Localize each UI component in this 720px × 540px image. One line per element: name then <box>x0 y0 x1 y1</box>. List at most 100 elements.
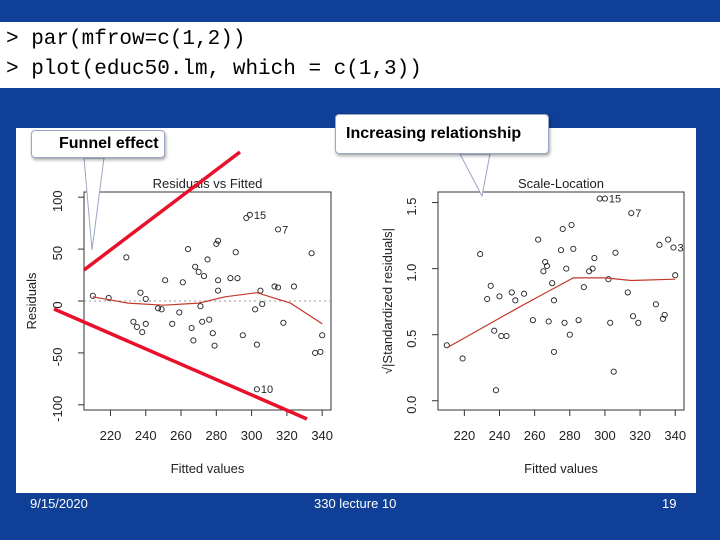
panel-1-data-point <box>130 318 137 325</box>
panel-1-data-point <box>185 246 192 253</box>
panel-2-data-point <box>561 319 568 326</box>
panel-2-data-point <box>563 265 570 272</box>
panel-1-data-point <box>204 256 211 263</box>
panel-2-data-point <box>484 295 491 303</box>
panel-1-data-point <box>243 214 250 222</box>
panel-2-labeled-point <box>670 244 677 251</box>
panel-1-data-point <box>209 330 216 337</box>
r-plot-figure <box>16 128 696 493</box>
panel-1-labeled-point <box>275 226 282 233</box>
panel-2-xtick-label: 300 <box>594 428 616 443</box>
panel-1-data-point <box>190 337 197 344</box>
panel-1-data-point <box>239 332 246 339</box>
panel-2-ytick-label: 1.5 <box>404 198 419 216</box>
panel-2-point-label: 7 <box>635 208 641 220</box>
panel-2-data-point <box>659 315 666 322</box>
panel-1-data-point <box>206 316 213 323</box>
panel-1-labeled-point <box>246 211 253 218</box>
panel-2-xtick-label: 220 <box>454 428 476 443</box>
panel-2-data-point <box>652 301 659 308</box>
callout-increasing-tail <box>459 153 491 198</box>
panel-1-data-point <box>280 319 287 326</box>
panel-1-xtick-label: 240 <box>135 428 157 443</box>
panel-1-data-point <box>211 342 218 349</box>
panel-1-xlabel: Fitted values <box>171 461 245 476</box>
panel-1-xtick-label: 220 <box>100 428 122 443</box>
panel-2-xtick-label: 280 <box>559 428 581 443</box>
panel-1-data-point <box>192 263 199 270</box>
panel-2-data-point <box>605 276 612 283</box>
panel-1-data-point <box>199 318 206 325</box>
panel-1-ytick-label: 50 <box>50 246 65 260</box>
panel-1-data-point <box>155 305 162 312</box>
panel-2-ylabel: √|Standardized residuals| <box>380 228 395 374</box>
panel-1-data-point <box>319 332 326 339</box>
panel-2-data-point <box>635 319 642 326</box>
panel-2-data-point <box>545 318 552 325</box>
panel-2-ytick-label: 0.0 <box>404 396 419 414</box>
panel-1-data-point <box>133 323 140 331</box>
panel-1-data-point <box>232 249 239 256</box>
panel-2-data-point <box>550 297 558 304</box>
panel-2-xlabel: Fitted values <box>524 461 598 476</box>
panel-1-data-point <box>188 324 195 332</box>
panel-2-xtick-label: 240 <box>489 428 511 443</box>
panel-1-data-point <box>176 309 183 316</box>
panel-2-data-point <box>665 236 672 243</box>
panel-2-labeled-point <box>601 195 608 202</box>
panel-2-point-label: 3 <box>677 242 683 254</box>
panel-1-data-point <box>252 306 259 313</box>
panel-2-data-point <box>521 290 528 297</box>
panel-1-data-point <box>197 303 204 310</box>
panel-2-data-point <box>498 332 505 340</box>
panel-2-data-point <box>656 241 663 248</box>
callout-funnel-effect: Funnel effect <box>31 130 165 158</box>
panel-2-data-point <box>624 289 631 296</box>
panel-1-data-point <box>275 284 282 291</box>
panel-1-data-point <box>215 237 222 244</box>
footer-date: 9/15/2020 <box>30 496 88 511</box>
panel-2-data-point <box>568 221 575 229</box>
panel-2-data-point <box>610 368 617 375</box>
panel-2-title: Scale-Location <box>518 176 604 191</box>
panel-2-data-point <box>540 268 547 275</box>
panel-2-data-point <box>672 272 679 279</box>
panel-1-data-point <box>257 287 264 294</box>
panel-1-point-label: 15 <box>254 210 266 222</box>
panel-1-data-point <box>215 287 222 294</box>
panel-2-data-point <box>543 262 550 270</box>
panel-1-data-point <box>234 275 241 282</box>
panel-1-data-point <box>123 254 130 261</box>
panel-2-xtick-label: 260 <box>524 428 546 443</box>
panel-2-ytick-label: 0.5 <box>404 330 419 348</box>
panel-1-data-point <box>253 341 260 348</box>
funnel-upper-line <box>82 150 242 272</box>
panel-2-data-point <box>529 317 536 324</box>
panel-1-ytick-label: 0 <box>50 301 65 308</box>
panel-2-data-point <box>477 251 484 258</box>
panel-1-data-point <box>213 240 220 247</box>
panel-2-data-point <box>566 331 573 338</box>
callout-funnel-tail <box>83 157 105 251</box>
panel-1-data-point <box>158 306 165 313</box>
code-line-2: > plot(educ50.lm, which = c(1,3)) <box>6 58 422 81</box>
footer-page-number: 19 <box>662 496 677 511</box>
panel-2-data-point <box>596 195 603 202</box>
panel-1-data-point <box>312 349 319 356</box>
panel-1-data-point <box>317 348 324 355</box>
panel-2-smoother-line <box>446 277 676 349</box>
panel-2-data-point <box>487 282 494 289</box>
panel-1-xtick-label: 260 <box>170 428 192 443</box>
panel-2-data-point <box>550 348 558 355</box>
panel-1-ytick-label: -100 <box>50 396 65 422</box>
panel-1-data-point <box>179 279 186 286</box>
panel-2-xtick-label: 340 <box>664 428 686 443</box>
panel-1-data-point <box>200 273 208 280</box>
panel-1-xtick-label: 300 <box>241 428 263 443</box>
panel-1-data-point <box>142 295 149 302</box>
panel-2-data-point <box>503 332 510 340</box>
panel-2-labeled-point <box>628 210 635 217</box>
callout-increasing-relationship: Increasing relationship <box>335 114 549 154</box>
panel-1-ytick-label: 100 <box>50 190 65 212</box>
